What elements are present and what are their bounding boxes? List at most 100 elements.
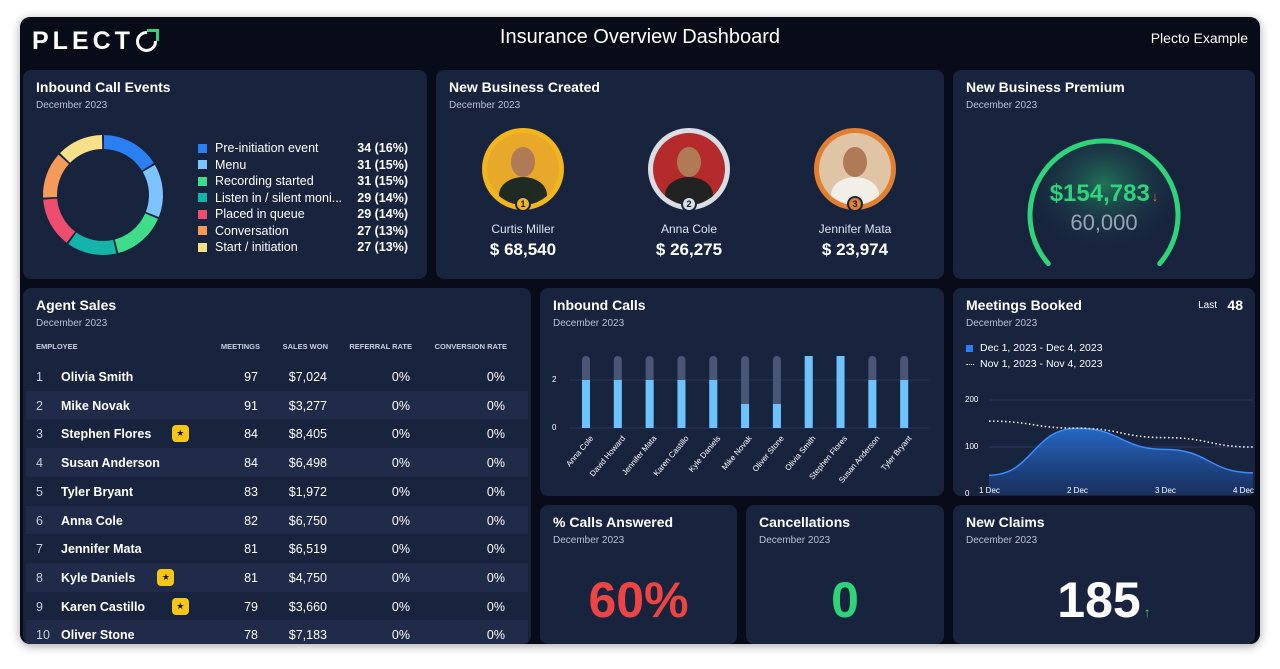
- trend-down-icon: ↓: [1151, 189, 1159, 204]
- col-sales-won[interactable]: SALES WON: [282, 342, 328, 351]
- legend-item[interactable]: Start / initiation 27 (13%): [198, 239, 408, 256]
- legend-value: 29 (14%): [357, 207, 408, 222]
- legend-previous[interactable]: Nov 1, 2023 - Nov 4, 2023: [966, 358, 1103, 370]
- calls-answered-widget[interactable]: % Calls Answered December 2023 60%: [540, 505, 737, 644]
- legend-item[interactable]: Menu 31 (15%): [198, 157, 408, 174]
- table-row[interactable]: 8 Kyle Daniels 81 $4,750 0% 0% ★: [26, 562, 528, 592]
- meetings-cell: 81: [244, 542, 258, 557]
- meetings-booked-widget[interactable]: Meetings Booked December 2023 Last 48 De…: [953, 288, 1255, 496]
- table-row[interactable]: 1 Olivia Smith 97 $7,024 0% 0%: [26, 362, 528, 391]
- row-index: 1: [36, 370, 43, 384]
- table-row[interactable]: 9 Karen Castillo 79 $3,660 0% 0% ★: [26, 592, 528, 621]
- bar[interactable]: [645, 380, 654, 428]
- last-value: 48: [1227, 297, 1243, 313]
- person-value: $ 26,275: [655, 240, 723, 259]
- bar[interactable]: [772, 404, 781, 428]
- widget-title: Cancellations: [759, 514, 851, 530]
- employee-name: Jennifer Mata: [61, 542, 142, 557]
- conversion-rate-cell: 0%: [486, 456, 505, 471]
- col-referral-rate[interactable]: REFERRAL RATE: [349, 342, 412, 351]
- sales-won-cell: $1,972: [288, 484, 327, 499]
- conversion-rate-cell: 0%: [486, 427, 505, 442]
- table-row[interactable]: 10 Oliver Stone 78 $7,183 0% 0%: [26, 620, 528, 644]
- bar[interactable]: [868, 380, 877, 428]
- line-previous[interactable]: [988, 420, 1254, 448]
- avatar[interactable]: 3: [814, 128, 896, 212]
- donut-slice[interactable]: [114, 213, 159, 253]
- bar[interactable]: [613, 380, 622, 428]
- col-meetings[interactable]: MEETINGS: [220, 342, 260, 351]
- donut-slice[interactable]: [142, 164, 163, 217]
- table-row[interactable]: 2 Mike Novak 91 $3,277 0% 0%: [26, 390, 528, 420]
- legend-label: Listen in / silent moni...: [215, 190, 343, 205]
- table-row[interactable]: 7 Jennifer Mata 81 $6,519 0% 0%: [26, 534, 528, 563]
- table-row[interactable]: 5 Tyler Bryant 83 $1,972 0% 0%: [26, 477, 528, 506]
- legend-value: 31 (15%): [357, 157, 408, 172]
- employee-name: Stephen Flores: [61, 427, 152, 442]
- avatar[interactable]: 2: [648, 128, 730, 212]
- legend-current[interactable]: Dec 1, 2023 - Dec 4, 2023: [966, 342, 1103, 354]
- legend-label: Pre-initiation event: [215, 141, 319, 156]
- donut-slice[interactable]: [68, 232, 117, 255]
- col-conversion-rate[interactable]: CONVERSION RATE: [434, 342, 507, 351]
- widget-title: % Calls Answered: [553, 514, 674, 530]
- bar[interactable]: [709, 380, 718, 428]
- bar[interactable]: [582, 380, 590, 428]
- meetings-cell: 78: [244, 628, 258, 643]
- legend-label: Start / initiation: [215, 240, 298, 255]
- bar[interactable]: [804, 356, 813, 428]
- new-business-created-widget[interactable]: New Business Created December 2023 1 Curt…: [436, 70, 944, 279]
- avatar-photo: [819, 133, 891, 205]
- row-index: 6: [36, 513, 43, 528]
- leaderboard-person[interactable]: 3 Jennifer Mata $ 23,974: [790, 128, 920, 260]
- bar[interactable]: [741, 404, 750, 428]
- rank-badge: 1: [515, 196, 531, 212]
- donut-slice[interactable]: [43, 154, 69, 198]
- donut-slice[interactable]: [103, 135, 154, 171]
- plecto-logo[interactable]: PLECT: [32, 27, 159, 56]
- employee-name: Kyle Daniels: [61, 570, 136, 585]
- donut-slice[interactable]: [60, 135, 103, 163]
- new-claims-widget[interactable]: New Claims December 2023 185 ↑: [953, 505, 1255, 644]
- table-row[interactable]: 3 Stephen Flores 84 $8,405 0% 0% ★: [26, 419, 528, 448]
- donut-slice[interactable]: [43, 198, 76, 243]
- person-name: Jennifer Mata: [818, 222, 892, 236]
- area-current[interactable]: [989, 428, 1253, 494]
- legend-value: 27 (13%): [357, 240, 408, 255]
- legend-item[interactable]: Placed in queue 29 (14%): [198, 206, 408, 223]
- row-index: 9: [36, 599, 43, 614]
- avatar[interactable]: 1: [482, 128, 564, 212]
- meetings-cell: 97: [244, 370, 258, 384]
- x-tick-label: 4 Dec: [1233, 486, 1254, 495]
- legend-item[interactable]: Recording started 31 (15%): [198, 173, 408, 190]
- legend-item[interactable]: Conversation 27 (13%): [198, 223, 408, 240]
- inbound-calls-widget[interactable]: Inbound Calls December 2023 Anna Cole Dav…: [540, 288, 944, 496]
- sales-won-cell: $4,750: [288, 570, 327, 585]
- inbound-call-events-widget[interactable]: Inbound Call Events December 2023 Pre-in…: [23, 70, 427, 279]
- legend-swatch: [198, 242, 207, 252]
- x-tick-label: 2 Dec: [1067, 486, 1088, 495]
- agent-sales-widget[interactable]: Agent Sales December 2023 EMPLOYEE MEETI…: [23, 288, 531, 644]
- table-row[interactable]: 4 Susan Anderson 84 $6,498 0% 0%: [26, 448, 528, 477]
- legend-label: Recording started: [215, 174, 314, 189]
- widget-period: December 2023: [449, 100, 521, 111]
- legend-item[interactable]: Listen in / silent moni... 29 (14%): [198, 190, 408, 207]
- meetings-cell: 91: [244, 398, 258, 413]
- referral-rate-cell: 0%: [391, 542, 410, 557]
- bar[interactable]: [677, 380, 686, 428]
- row-index: 3: [36, 427, 43, 442]
- cancellations-widget[interactable]: Cancellations December 2023 0: [746, 505, 944, 644]
- new-business-premium-widget[interactable]: New Business Premium December 2023 $154,…: [953, 70, 1255, 279]
- leaderboard-person[interactable]: 2 Anna Cole $ 26,275: [624, 128, 754, 260]
- bar[interactable]: [900, 380, 909, 428]
- table-row[interactable]: 6 Anna Cole 82 $6,750 0% 0%: [26, 505, 528, 535]
- legend-item[interactable]: Pre-initiation event 34 (16%): [198, 140, 408, 157]
- gauge-arc: [1027, 138, 1181, 267]
- sales-won-cell: $8,405: [288, 427, 327, 442]
- leaderboard-person[interactable]: 1 Curtis Miller $ 68,540: [458, 128, 588, 260]
- bar[interactable]: [836, 356, 845, 428]
- account-name[interactable]: Plecto Example: [1150, 30, 1248, 46]
- legend-label: Nov 1, 2023 - Nov 4, 2023: [980, 358, 1103, 370]
- avatar-head: [843, 147, 867, 177]
- col-employee[interactable]: EMPLOYEE: [36, 342, 78, 351]
